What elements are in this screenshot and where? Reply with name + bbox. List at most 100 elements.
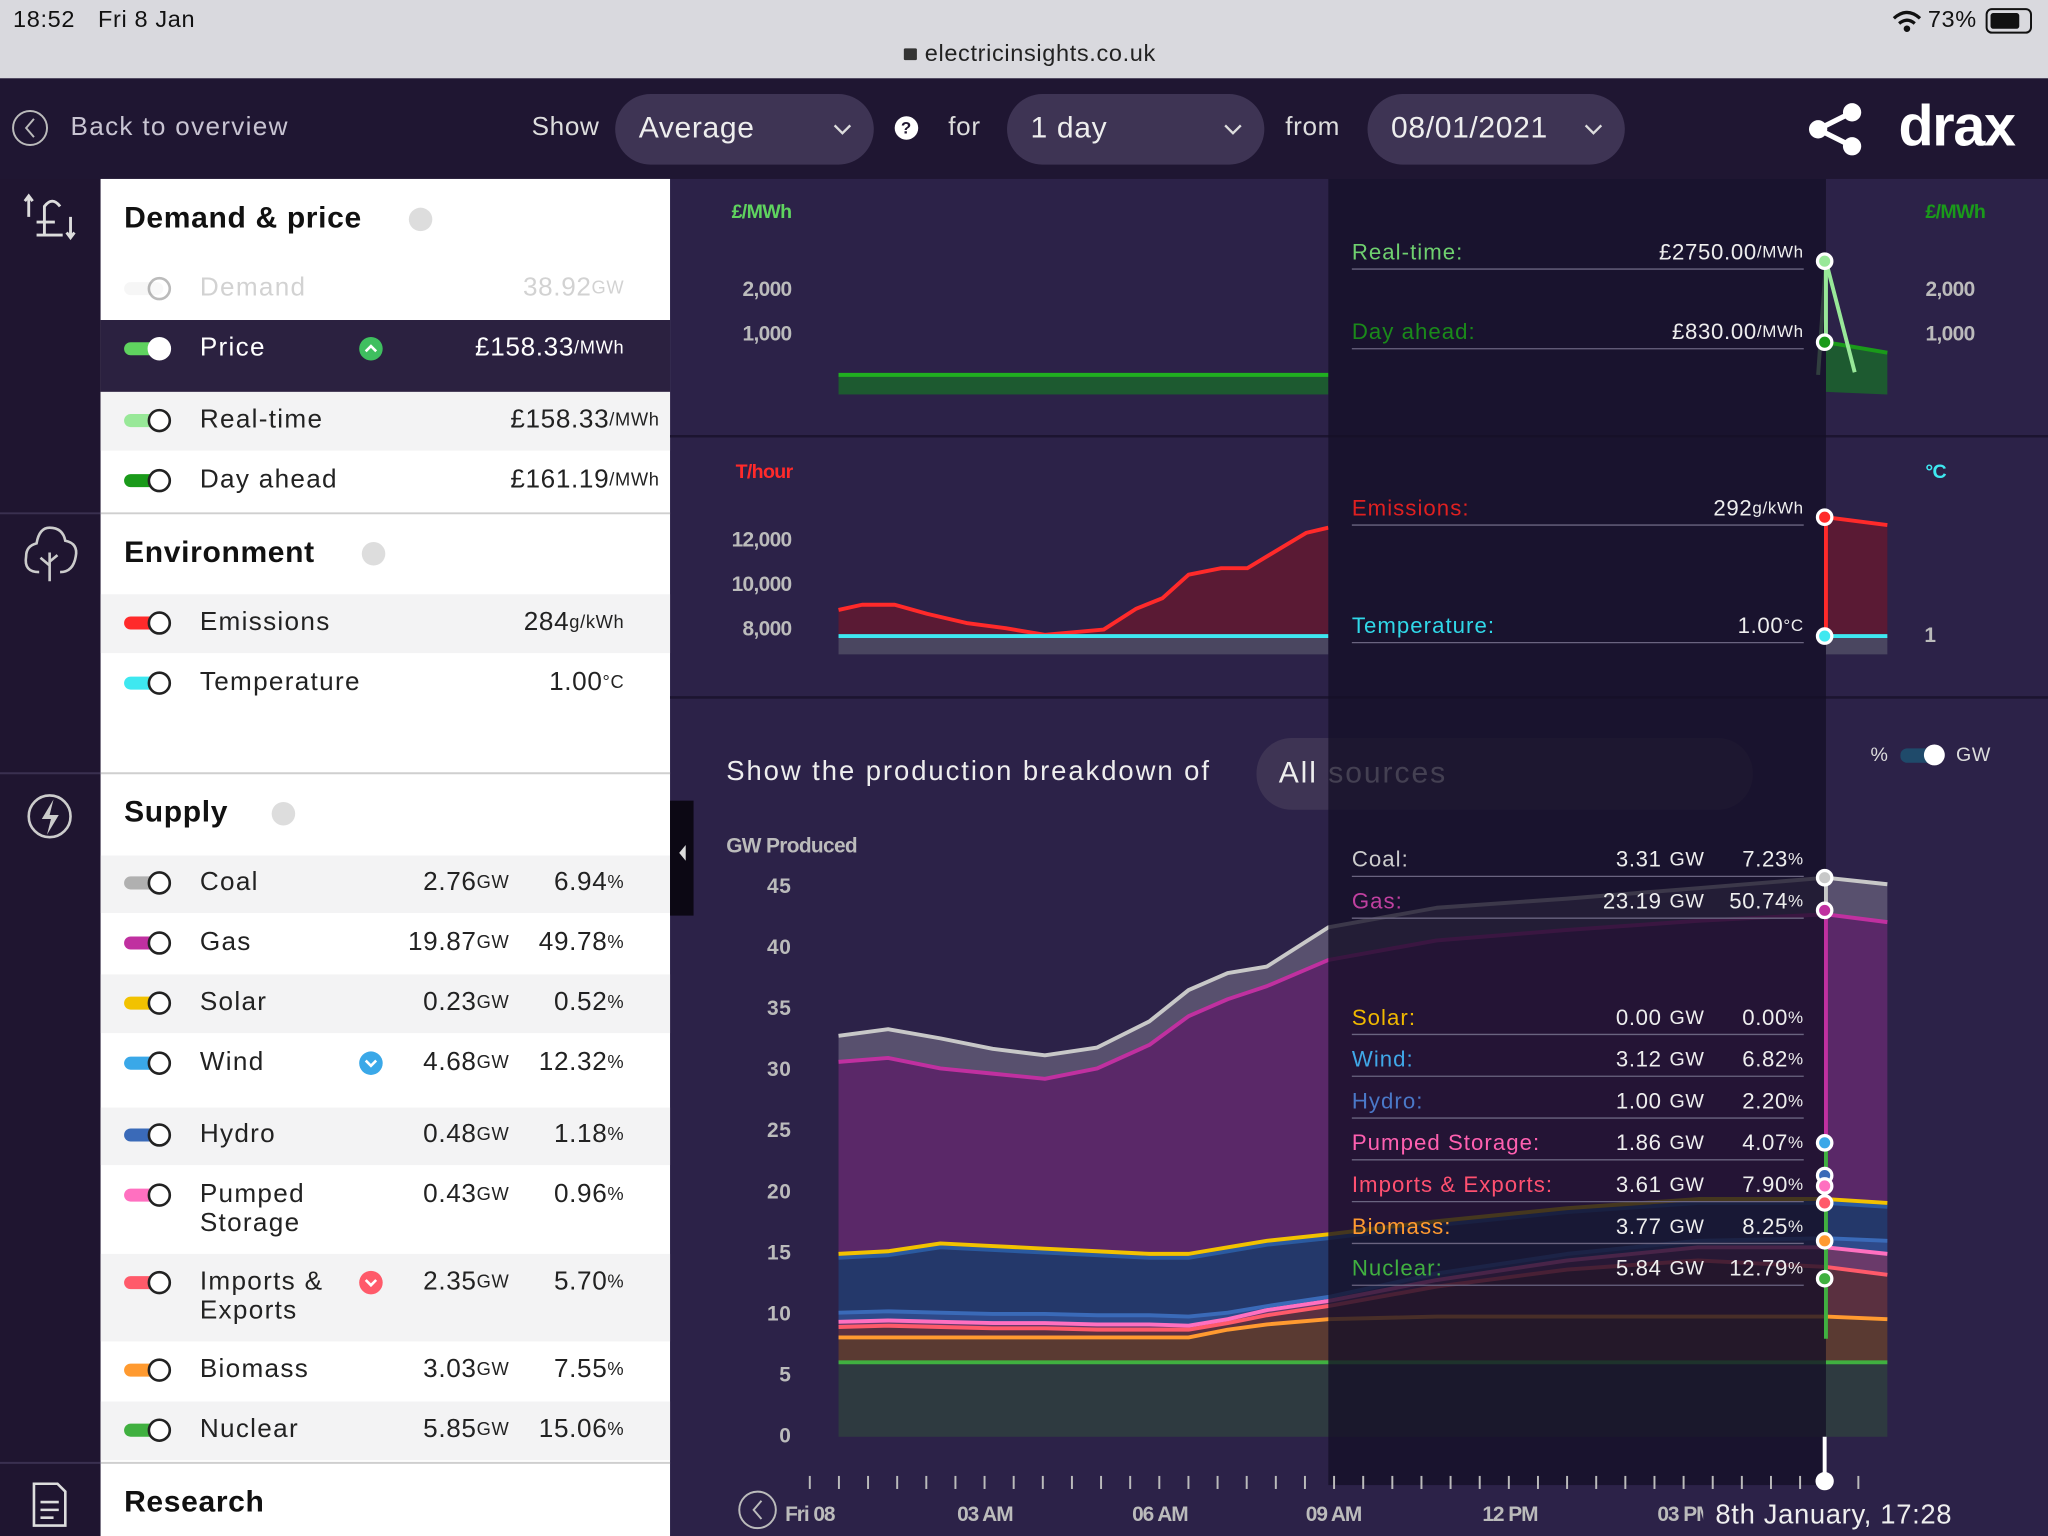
status-time: 18:52: [13, 6, 75, 32]
trend-up-badge: [359, 336, 383, 361]
tooltip-value-part: 1.00: [1738, 613, 1784, 638]
timeline-back[interactable]: [738, 1490, 777, 1530]
row-value-part: °C: [603, 671, 625, 692]
row-value: 38.92GW: [523, 272, 624, 302]
tooltip-percent-part: 7.90: [1742, 1172, 1788, 1197]
period-select[interactable]: [1007, 94, 1265, 165]
axis-label-part: £/MWh: [732, 201, 792, 223]
tooltip-value: 1.86 GW: [1616, 1130, 1705, 1155]
toggle-knob[interactable]: [147, 991, 172, 1015]
toggle-knob[interactable]: [147, 276, 172, 301]
period-select-value[interactable]: 1 day: [1031, 111, 1108, 144]
back-icon[interactable]: [12, 110, 48, 146]
date-select-value[interactable]: 08/01/2021: [1391, 111, 1548, 144]
toggle-knob[interactable]: [147, 1270, 172, 1295]
unit-toggle-gw[interactable]: GW: [1956, 744, 1991, 766]
row-label-part: Gas: [200, 926, 252, 956]
status-date-part: Fri 8 Jan: [98, 6, 195, 32]
row-label: Biomass: [200, 1353, 309, 1383]
row-value: 0.23GW: [423, 986, 509, 1016]
toggle-knob[interactable]: [147, 671, 172, 695]
tick-label: 25: [767, 1119, 792, 1142]
tooltip-value-part: /MWh: [1757, 243, 1804, 262]
row-label: Wind: [200, 1046, 265, 1076]
row-value: 4.68GW: [423, 1046, 509, 1076]
tooltip-value-part: GW: [1669, 1132, 1704, 1154]
x-tick-label: 03 AM: [957, 1503, 1012, 1526]
show-select[interactable]: [615, 94, 874, 165]
row-value-part: £158.33: [510, 403, 609, 433]
row-background: [100, 1107, 671, 1166]
tick-label-part: 10: [767, 1302, 792, 1325]
toggle-knob[interactable]: [147, 1183, 172, 1207]
tooltip-percent: 8.25%: [1742, 1214, 1804, 1239]
toggle-knob[interactable]: [147, 1051, 172, 1075]
tooltip-percent-part: 8.25: [1742, 1214, 1788, 1239]
date-select[interactable]: [1367, 94, 1625, 165]
show-select-value[interactable]: Average: [639, 111, 755, 144]
row-label-part: Nuclear: [200, 1413, 299, 1443]
section-title-part: Demand & price: [124, 201, 362, 234]
row-value-part: 3.03: [423, 1353, 476, 1383]
toggle-knob[interactable]: [147, 931, 172, 955]
section-title-part: Environment: [124, 536, 315, 569]
row-value: 5.85GW: [423, 1413, 509, 1443]
row-value-part: /MWh: [609, 468, 659, 489]
toggle-knob[interactable]: [147, 871, 172, 895]
unit-toggle-pct[interactable]: %: [1870, 744, 1888, 766]
row-label-part: Wind: [200, 1046, 265, 1076]
tooltip-label: Gas:: [1352, 888, 1403, 913]
row-value-part: 4.68: [423, 1046, 476, 1076]
toggle-knob[interactable]: [147, 1123, 172, 1147]
toggle-knob[interactable]: [147, 408, 172, 433]
toggle-knob[interactable]: [147, 1418, 172, 1442]
tooltip-value: 1.00 GW: [1616, 1088, 1705, 1113]
help-mark: ?: [901, 119, 912, 138]
row-value-part: 38.92: [523, 272, 592, 302]
tick-label-part: 15: [767, 1241, 792, 1264]
section-help: [408, 207, 433, 232]
tick-label: 15: [767, 1241, 792, 1264]
share-node[interactable]: [1808, 120, 1828, 139]
share-node[interactable]: [1842, 137, 1862, 156]
url: electricinsights.co.uk: [925, 40, 1156, 66]
row-value: 284g/kWh: [524, 606, 625, 636]
tooltip-percent-part: 0.00: [1742, 1005, 1788, 1030]
tooltip-label-part: Gas:: [1352, 888, 1403, 913]
row-percent-part: 15.06: [539, 1413, 608, 1443]
tooltip-label-part: Nuclear:: [1352, 1255, 1443, 1280]
tooltip-percent: 12.79%: [1729, 1255, 1804, 1280]
toggle-knob[interactable]: [147, 1358, 172, 1382]
toggle-knob[interactable]: [147, 336, 172, 361]
scrubber-knob[interactable]: [1815, 1472, 1834, 1491]
tooltip-label-part: Temperature:: [1352, 613, 1495, 638]
row-percent: 7.55%: [554, 1353, 624, 1383]
unit-toggle-gw-part: GW: [1956, 744, 1991, 766]
unit-toggle-knob[interactable]: [1923, 744, 1945, 766]
row-percent: 0.52%: [554, 986, 624, 1016]
cursor-marker: [1815, 252, 1834, 271]
row-percent-part: %: [607, 1123, 624, 1144]
toggle-track[interactable]: [124, 282, 164, 296]
back-link[interactable]: Back to overview: [71, 111, 289, 141]
tooltip-label: Emissions:: [1352, 495, 1470, 520]
share-node[interactable]: [1842, 103, 1862, 122]
tooltip-percent-part: 50.74: [1729, 888, 1788, 913]
collapse-tab[interactable]: [670, 800, 694, 916]
toggle-knob[interactable]: [147, 611, 172, 635]
tooltip-value-part: GW: [1669, 1174, 1704, 1196]
toggle-knob[interactable]: [147, 468, 172, 493]
tooltip-label: Real-time:: [1352, 239, 1464, 264]
from-label-part: from: [1285, 111, 1340, 141]
tick-label-part: 20: [767, 1180, 792, 1203]
row-background: [100, 974, 671, 1034]
tooltip-percent-part: 4.07: [1742, 1130, 1788, 1155]
x-tick-label: 09 AM: [1306, 1503, 1361, 1526]
tooltip-label-part: Emissions:: [1352, 495, 1470, 520]
for-label: for: [948, 111, 980, 141]
row-label: Temperature: [200, 666, 361, 696]
tick-label: 8,000: [743, 617, 792, 640]
help-icon: [894, 116, 919, 140]
section-title: Supply: [124, 796, 228, 829]
tooltip-value: 23.19 GW: [1603, 888, 1705, 913]
